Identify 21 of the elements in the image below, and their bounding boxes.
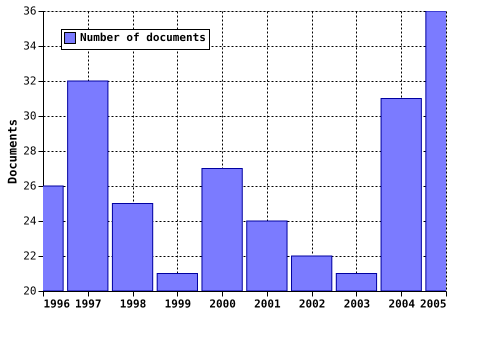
y-tick-label: 26 bbox=[23, 180, 36, 192]
x-tick-label: 1998 bbox=[120, 298, 146, 310]
y-tick-label: 24 bbox=[23, 214, 37, 228]
x-tick-label: 2000 bbox=[209, 298, 236, 310]
x-tick-label: 2001 bbox=[254, 298, 282, 310]
y-tick-label: 28 bbox=[23, 144, 36, 158]
y-tick-label: 36 bbox=[23, 4, 36, 18]
x-tick-label: 2002 bbox=[298, 298, 326, 310]
legend-label: Number of documents bbox=[80, 31, 206, 44]
x-tick-label: 2004 bbox=[388, 298, 416, 310]
y-tick-label: 20 bbox=[23, 284, 36, 298]
x-tick-label: 1996 bbox=[44, 298, 70, 310]
x-tick-label: 1997 bbox=[75, 298, 102, 310]
y-tick-label: 32 bbox=[23, 74, 36, 88]
x-tick-label: 2005 bbox=[420, 298, 446, 310]
y-tick-label: 34 bbox=[23, 40, 37, 52]
y-tick-label: 30 bbox=[23, 110, 36, 122]
x-tick-label: 2003 bbox=[344, 298, 370, 310]
y-tick-label: 22 bbox=[23, 250, 36, 262]
x-tick-label: 1999 bbox=[164, 298, 192, 310]
y-axis-title: Documents bbox=[5, 118, 20, 184]
